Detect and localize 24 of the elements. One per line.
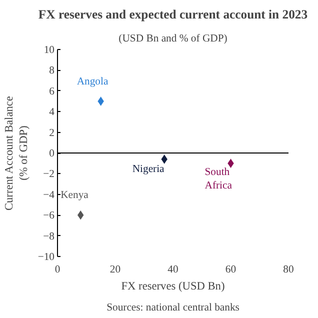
source-note: Sources: national central banks	[106, 302, 240, 314]
series-label: Angola	[76, 76, 108, 88]
y-tick-label: −10	[38, 252, 55, 263]
y-tick-label: 0	[49, 148, 54, 160]
y-tick-label: −2	[43, 169, 55, 180]
series-label: Kenya	[60, 190, 89, 202]
y-tick-label: −6	[43, 210, 56, 222]
y-tick-label: 8	[49, 66, 54, 77]
y-tick-label: 10	[44, 45, 54, 56]
y-tick-label: 4	[49, 107, 56, 118]
x-tick-label: 80	[283, 264, 294, 276]
series-label: South Africa	[204, 167, 232, 192]
chart-title: FX reserves and expected current account in 2023	[38, 8, 308, 22]
chart-subtitle: (USD Bn and % of GDP)	[118, 34, 228, 44]
x-tick-label: 60	[225, 264, 236, 276]
x-tick-label: 40	[168, 264, 178, 276]
x-tick-label: 20	[110, 264, 121, 276]
y-tick-label: −4	[43, 190, 56, 201]
y-tick-label: −8	[43, 231, 55, 242]
series-label: Nigeria	[132, 164, 165, 176]
y-tick-label: 6	[49, 86, 56, 98]
y-axis-title: Current Account Balance (% of GDP)	[3, 96, 30, 211]
y-tick-label: 2	[49, 128, 54, 139]
x-axis-title: FX reserves (USD Bn)	[121, 280, 225, 292]
